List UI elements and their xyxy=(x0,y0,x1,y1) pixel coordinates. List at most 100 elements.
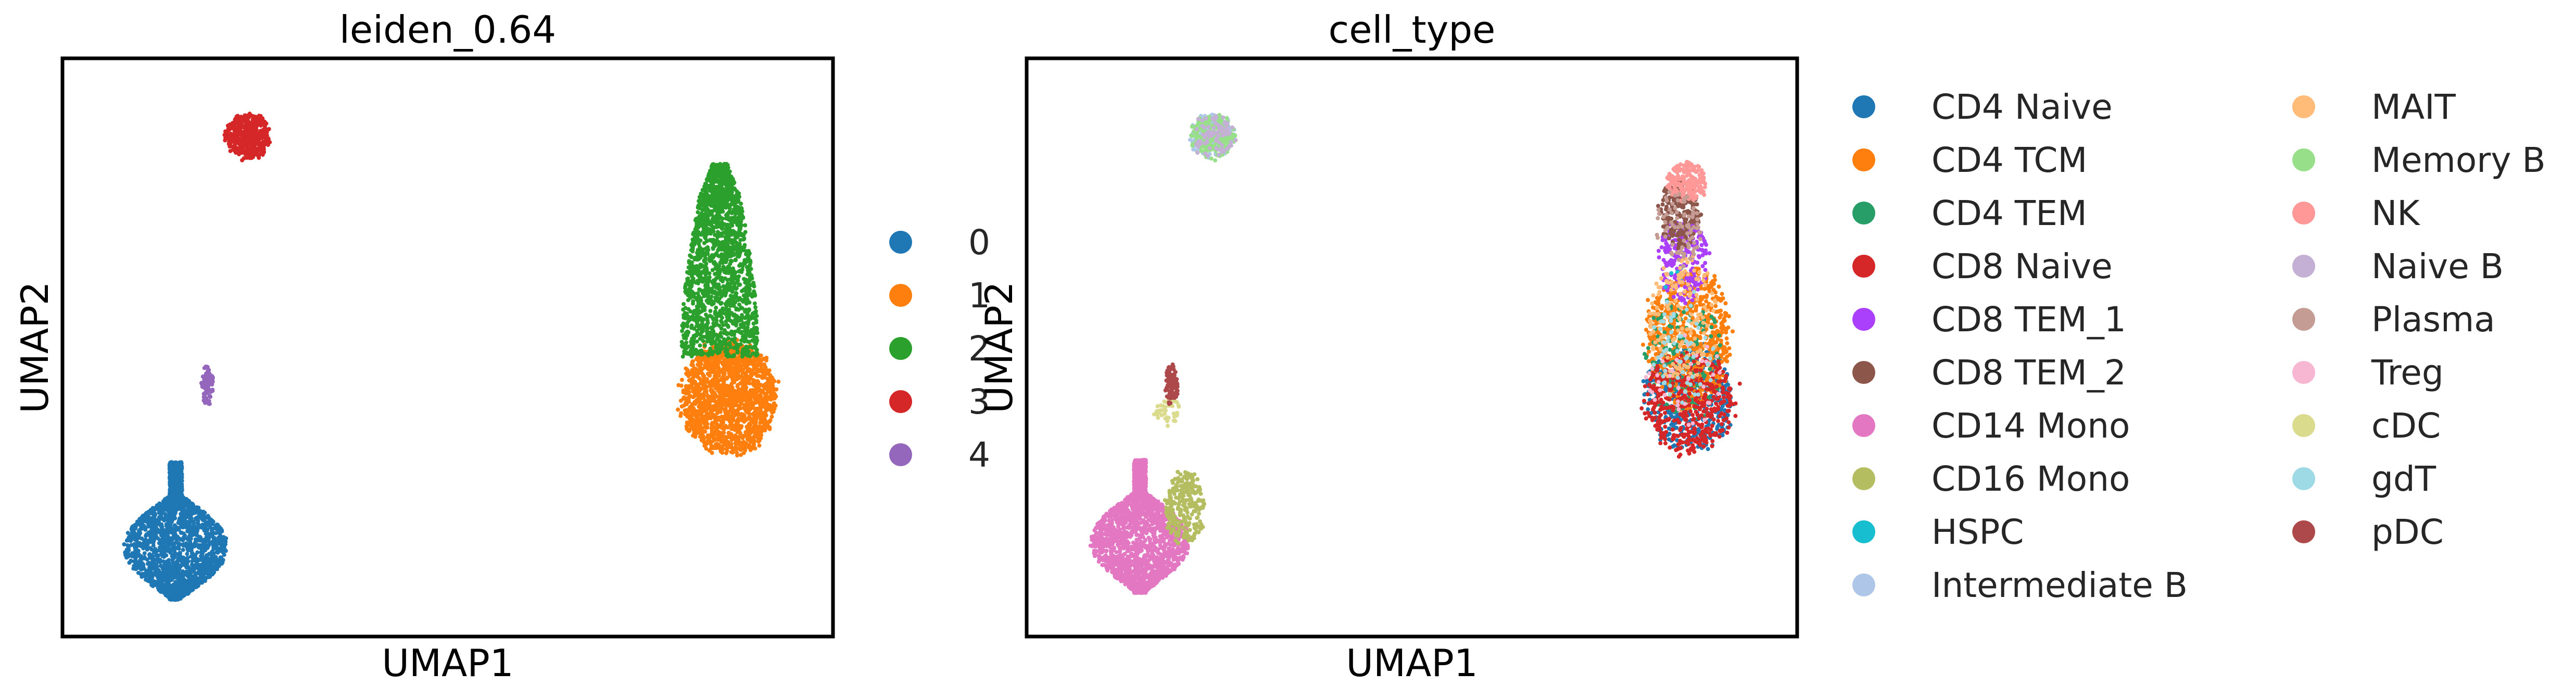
data-point xyxy=(145,542,150,547)
data-point xyxy=(701,392,705,396)
data-point xyxy=(144,515,148,519)
data-point xyxy=(703,343,707,348)
data-point xyxy=(166,508,171,513)
data-point xyxy=(754,411,759,416)
data-point xyxy=(214,542,219,547)
data-point xyxy=(162,578,167,582)
data-point xyxy=(686,385,691,390)
data-point xyxy=(139,567,144,572)
data-point xyxy=(744,398,749,403)
data-point xyxy=(146,577,151,582)
data-point xyxy=(174,504,179,509)
data-point xyxy=(741,412,746,417)
data-point xyxy=(147,566,152,570)
data-point xyxy=(169,541,173,545)
data-point xyxy=(216,522,220,527)
data-point xyxy=(689,284,693,289)
data-point xyxy=(187,534,192,539)
data-point xyxy=(187,542,192,547)
data-point xyxy=(172,549,176,554)
data-point xyxy=(191,565,196,570)
data-point xyxy=(741,451,746,455)
data-point xyxy=(220,546,224,551)
data-point xyxy=(754,384,759,389)
data-point xyxy=(198,570,203,575)
data-point xyxy=(217,564,221,568)
data-point xyxy=(188,575,193,579)
data-point xyxy=(713,374,717,378)
data-point xyxy=(759,363,764,368)
data-point xyxy=(136,570,141,575)
data-point xyxy=(173,460,178,465)
data-point xyxy=(757,443,762,448)
data-point xyxy=(185,552,190,556)
data-point xyxy=(753,407,757,412)
data-point xyxy=(721,438,725,443)
data-point xyxy=(691,336,696,341)
data-point xyxy=(732,409,737,414)
data-point xyxy=(195,561,199,566)
data-point xyxy=(717,390,722,395)
data-point xyxy=(723,376,727,381)
data-point xyxy=(223,542,228,546)
data-point xyxy=(193,553,198,557)
data-point xyxy=(210,570,214,575)
data-point xyxy=(729,381,734,386)
data-point xyxy=(138,558,143,563)
data-point xyxy=(686,396,690,401)
data-point xyxy=(132,542,136,546)
data-point xyxy=(179,477,184,482)
data-point xyxy=(187,567,192,571)
data-point xyxy=(165,542,169,546)
data-point xyxy=(143,527,147,531)
data-point xyxy=(753,421,757,426)
data-point xyxy=(199,550,204,555)
data-point xyxy=(771,409,776,414)
data-point xyxy=(699,386,704,391)
data-point xyxy=(754,430,759,434)
data-point xyxy=(761,427,766,431)
data-point xyxy=(218,531,222,536)
data-point xyxy=(772,392,777,396)
data-point xyxy=(151,550,156,555)
data-point xyxy=(718,444,723,448)
data-point xyxy=(733,447,737,452)
data-point xyxy=(750,401,755,405)
data-point xyxy=(164,553,169,558)
data-point xyxy=(186,547,191,552)
data-point xyxy=(210,527,214,532)
data-point xyxy=(739,418,744,422)
data-point xyxy=(127,548,131,553)
data-point xyxy=(151,543,156,548)
data-point xyxy=(144,573,148,578)
data-point xyxy=(708,433,713,438)
data-point xyxy=(160,549,165,553)
data-point xyxy=(191,543,195,547)
data-point xyxy=(199,554,204,558)
data-point xyxy=(722,391,726,396)
series-2 xyxy=(679,161,760,359)
data-point xyxy=(708,309,713,313)
data-point xyxy=(688,420,693,425)
data-point xyxy=(192,523,196,528)
data-point xyxy=(680,354,685,359)
data-point xyxy=(727,390,731,395)
data-point xyxy=(157,573,161,578)
data-point xyxy=(763,395,768,400)
data-point xyxy=(759,436,763,441)
data-point xyxy=(153,521,157,526)
data-point xyxy=(184,565,189,570)
data-point xyxy=(147,552,152,556)
data-point xyxy=(772,401,776,406)
data-point xyxy=(741,433,746,438)
data-point xyxy=(182,535,187,540)
data-point xyxy=(179,556,184,560)
data-point xyxy=(756,395,761,400)
data-point xyxy=(703,388,708,393)
data-point xyxy=(170,480,174,484)
data-point xyxy=(763,372,768,377)
data-point xyxy=(697,358,701,363)
data-point xyxy=(743,373,748,378)
data-point xyxy=(177,519,182,524)
data-point xyxy=(739,426,743,430)
